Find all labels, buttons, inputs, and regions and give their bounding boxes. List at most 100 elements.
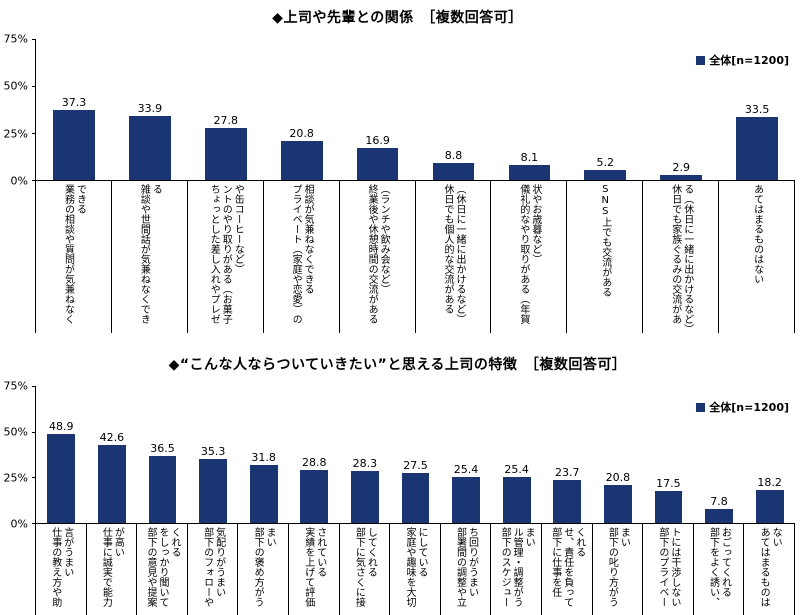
bar-value-label: 25.4 xyxy=(453,462,479,476)
bar-value-label: 25.4 xyxy=(504,462,529,476)
boss-traits-chart-title: ◆“こんな人ならついていきたい”と思える上司の特徴 ［複数回答可］ xyxy=(168,357,627,373)
category-label-cell: あてはまるものはない xyxy=(744,524,795,615)
axis-tick xyxy=(32,180,36,181)
category-label: あてはまるものはない xyxy=(758,527,782,607)
bar xyxy=(249,464,278,523)
bar-value-label: 18.2 xyxy=(757,475,782,489)
bar xyxy=(204,127,247,180)
bar-value-label: 42.6 xyxy=(99,431,125,445)
bar-value-label: 16.9 xyxy=(365,134,390,148)
category-label-cell: 部署間の調整や立ち回りがうまい xyxy=(441,524,492,615)
bars: 37.3 33.9 27.8 20.8 16.9 8.8 8.1 5.2 2.9 33.5 xyxy=(36,39,795,180)
bar-value-label: 33.9 xyxy=(137,102,163,116)
category-label: 部下のプライベートには干渉しない xyxy=(656,527,680,607)
legend: 全体[n=1200] xyxy=(696,399,789,415)
axis-tick xyxy=(32,386,36,387)
bar-slot: 25.4 xyxy=(491,386,542,523)
category-label-cell: 部下のフォローや気配りがうまい xyxy=(188,524,239,615)
bar xyxy=(199,458,227,523)
category-label: 部署間の調整や立ち回りがうまい xyxy=(454,527,478,607)
bar xyxy=(432,163,475,180)
category-label: 休日でも家族ぐるみの交流がある（休日に一緒に出かけるなど） xyxy=(669,184,693,333)
category-label-cell: あてはまるものはない xyxy=(719,181,796,333)
y-axis-label: 25% xyxy=(3,127,28,141)
category-label-cell: 雑談や世間話が気兼ねなくできる xyxy=(112,181,188,333)
bar xyxy=(300,470,329,523)
y-axis-label: 50% xyxy=(3,425,28,439)
bar-value-label: 20.8 xyxy=(605,471,631,485)
bar xyxy=(97,445,126,523)
bar-value-label: 17.5 xyxy=(656,477,681,491)
bar-value-label: 37.3 xyxy=(61,95,87,109)
bar-slot: 2.9 xyxy=(643,39,719,180)
bar xyxy=(654,491,683,523)
category-label-cell: 実績を上げて評価されている xyxy=(289,524,340,615)
boss-traits-chart: ◆“こんな人ならついていきたい”と思える上司の特徴 ［複数回答可］ 75% 50%… xyxy=(0,347,800,615)
category-label-cell: ちょっとした差し入れやプレゼントのやり取りがある（お菓子や缶コーヒーなど） xyxy=(188,181,264,333)
bar-slot: 33.9 xyxy=(112,39,188,180)
category-label: 仕事の教え方や助言がうまい xyxy=(49,527,73,607)
bar-value-label: 20.8 xyxy=(289,126,314,140)
bar-value-label: 31.8 xyxy=(251,450,276,464)
legend-marker-square-icon xyxy=(696,402,706,412)
category-label-cell: 休日でも個人的な交流がある（休日に一緒に出かけるなど） xyxy=(416,181,492,333)
category-label-cell: 仕事の教え方や助言がうまい xyxy=(36,524,87,615)
category-label-cell: SNS上でも交流がある xyxy=(567,181,644,333)
legend-label: 全体[n=1200] xyxy=(709,401,789,414)
category-label: 仕事に誠実で能力が高い xyxy=(100,527,124,607)
bar-value-label: 7.8 xyxy=(710,494,728,508)
bar-value-label: 28.3 xyxy=(352,457,378,471)
category-axis: 仕事の教え方や助言がうまい 仕事に誠実で能力が高い 部下の意見や提案をしっかり聞いて… xyxy=(35,524,795,615)
relationship-chart-title: ◆上司や先輩との関係 ［複数回答可］ xyxy=(272,10,523,26)
category-label: 部下の叱り方がうまい xyxy=(606,527,630,607)
category-label: ちょっとした差し入れやプレゼントのやり取りがある（お菓子や缶コーヒーなど） xyxy=(208,184,244,324)
axis-tick xyxy=(32,523,36,524)
bars: 48.9 42.6 36.5 35.3 31.8 28.8 28.3 27.5 25.4 25.4… xyxy=(36,386,795,523)
boss-traits-plot-row: 75% 50% 25% 0% 48.9 42.6 36.5 35.3 31.8 28.8 28.3… xyxy=(0,380,795,531)
bar-value-label: 36.5 xyxy=(150,442,175,456)
axis-tick xyxy=(32,431,36,433)
category-label-cell: 休日でも家族ぐるみの交流がある（休日に一緒に出かけるなど） xyxy=(643,181,720,333)
category-label-cell: 部下に気さくに接してくれる xyxy=(340,524,391,615)
category-label: 部下の褒め方がうまい xyxy=(252,527,276,607)
category-label: 業務の相談や質問が気兼ねなくできる xyxy=(62,184,86,324)
bar-value-label: 35.3 xyxy=(200,444,226,458)
bar xyxy=(736,117,778,180)
bar-slot: 33.5 xyxy=(719,39,795,180)
bar-value-label: 28.8 xyxy=(302,456,327,470)
category-label: SNS上でも交流がある xyxy=(599,184,611,297)
category-label: 部下をよく誘い、おごってくれる xyxy=(707,527,731,607)
category-label: 儀礼的なやり取りがある（年賀状やお歳暮など） xyxy=(517,184,541,324)
y-axis-label: 25% xyxy=(3,471,28,485)
category-label-cell: 部下のスケジュール管理・調整がうまい xyxy=(491,524,542,615)
category-label-cell: 家庭や趣味を大切にしている xyxy=(390,524,441,615)
y-axis-label: 0% xyxy=(10,174,28,188)
category-label: 部下に気さくに接してくれる xyxy=(353,527,377,607)
bar-slot: 18.2 xyxy=(744,386,795,523)
category-label: 実績を上げて評価されている xyxy=(302,527,326,607)
bar-slot: 25.4 xyxy=(441,386,492,523)
category-label-cell: 部下のプライベートには干渉しない xyxy=(643,524,694,615)
category-label-cell: プライベート（家庭や恋愛）の相談が気兼ねなくできる xyxy=(264,181,340,333)
bar-slot: 8.8 xyxy=(416,39,492,180)
bar-slot: 17.5 xyxy=(643,386,694,523)
bar xyxy=(280,140,323,180)
category-label-cell: 部下をよく誘い、おごってくれる xyxy=(694,524,745,615)
y-axis-label: 0% xyxy=(10,517,28,531)
bar xyxy=(148,456,177,523)
category-label-cell: 終業後や休憩時間の交流がある（ランチや飲み会など） xyxy=(340,181,416,333)
category-label: あてはまるものはない xyxy=(751,184,763,284)
bar-value-label: 48.9 xyxy=(49,419,74,433)
bar-slot: 28.8 xyxy=(289,386,340,523)
y-axis-label: 75% xyxy=(3,379,28,393)
relationship-chart: ◆上司や先輩との関係 ［複数回答可］ 75% 50% 25% 0% 37.3 33.9 2… xyxy=(0,10,796,333)
bar xyxy=(603,485,632,523)
bar xyxy=(584,170,627,180)
axis-tick xyxy=(32,39,36,40)
category-label: 家庭や趣味を大切にしている xyxy=(403,527,427,607)
category-label-cell: 仕事に誠実で能力が高い xyxy=(87,524,138,615)
bar-slot: 20.8 xyxy=(593,386,644,523)
bar xyxy=(350,471,379,523)
relationship-plot-row: 75% 50% 25% 0% 37.3 33.9 27.8 20.8 16.9 8.8 8.1 5.… xyxy=(0,33,795,188)
